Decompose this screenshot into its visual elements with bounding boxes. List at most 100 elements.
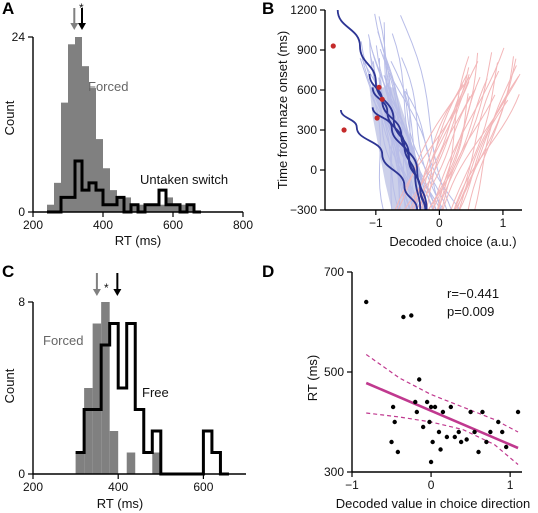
panel-a-forced-bar	[145, 204, 152, 212]
panel-a-forced-bar	[96, 139, 103, 212]
panel-a-forced-bar	[89, 88, 96, 212]
panel-d-scatter-point	[414, 409, 420, 415]
panel-b-switch-trajectory	[371, 107, 427, 210]
panel-c-y-tick-label: 8	[18, 295, 25, 309]
panel-a-forced-bar	[103, 168, 110, 212]
panel-b-pink-trajectory	[454, 75, 520, 210]
panel-b-x-tick-label: 0	[436, 216, 443, 230]
panel-b-pink-trajectory	[419, 74, 470, 210]
panel-c-significance-star: *	[104, 281, 109, 295]
panel-c-chart: 200 400 600 0 8 RT (ms) Count Forced Free *	[2, 273, 246, 511]
panel-c-free-arrow-head	[113, 289, 122, 296]
panel-d-y-tick-label: 500	[324, 365, 344, 379]
panel-b-switch-trajectory	[371, 87, 422, 210]
panel-d-scatter-point	[428, 404, 434, 410]
panel-c-outline-histogram	[75, 322, 229, 476]
panel-d-scatter-point	[480, 409, 485, 415]
panel-a-x-tick-label: 600	[163, 218, 183, 232]
panel-b-pink-trajectory	[397, 76, 470, 210]
panel-a-forced-bar	[54, 182, 61, 212]
panel-d-scatter-point	[464, 437, 469, 442]
panel-d-scatter-point	[389, 439, 394, 445]
panel-b-ylabel: Time from maze onset (ms)	[275, 31, 290, 189]
panel-c-ylabel: Count	[2, 368, 17, 403]
panel-b-pink-trajectory	[415, 88, 477, 210]
panel-a-forced-label: Forced	[88, 79, 128, 94]
panel-c-forced-bar	[152, 452, 161, 474]
panel-d-scatter-point	[432, 404, 438, 410]
panel-letter-c: C	[2, 262, 14, 281]
panel-c-xlabel: RT (ms)	[97, 496, 143, 511]
panel-b-y-tick-label: 1200	[290, 3, 317, 17]
panel-d-scatter-point	[409, 313, 414, 318]
panel-d-scatter-point	[496, 419, 501, 425]
panel-letter-d: D	[262, 262, 274, 281]
panel-d-r-annotation: r=−0.441	[447, 286, 499, 301]
panel-b-switch-marker	[341, 127, 347, 133]
panel-a-forced-bar	[173, 204, 180, 212]
panel-d-x-tick-label: 0	[428, 478, 435, 492]
panel-b-pink-trajectory	[467, 56, 514, 210]
panel-b-pink-trajectory	[459, 99, 509, 210]
panel-c-y-tick-label: 0	[18, 467, 25, 481]
panel-d-y-tick-label: 700	[324, 265, 344, 279]
panel-b-x-tick-label: −1	[369, 216, 383, 230]
panel-a-forced-bar	[138, 204, 145, 212]
panel-c-forced-bar	[126, 452, 136, 474]
panel-d-fit-line	[365, 381, 519, 450]
panel-a-xlabel: RT (ms)	[115, 233, 161, 248]
panel-d-scatter-point	[427, 419, 432, 425]
panel-b-blue-trajectory	[360, 41, 393, 210]
panel-b-y-tick-label: 300	[297, 123, 317, 137]
panel-b-switch-trajectory	[339, 109, 419, 210]
panel-b-chart: −1 0 1 −300 0 300 600 900 1200 Decoded choice (a…	[275, 3, 522, 249]
panel-a-y-tick-label: 24	[12, 30, 26, 44]
panel-d-scatter-point	[448, 404, 454, 410]
panel-c-forced-bar	[109, 431, 119, 474]
panel-b-switch-marker	[379, 96, 385, 102]
panel-d-scatter-point	[392, 419, 397, 425]
panel-letter-b: B	[262, 0, 274, 18]
panel-d-scatter-point	[436, 429, 442, 435]
panel-a-forced-bar	[152, 204, 159, 212]
panel-d-scatter-point	[424, 399, 430, 405]
panel-d-xlabel: Decoded value in choice direction	[336, 496, 530, 511]
panel-b-pink-trajectory	[409, 84, 464, 210]
panel-b-x-tick-label: 1	[500, 216, 507, 230]
panel-c-free-label: Free	[142, 385, 169, 400]
panel-a-forced-arrow-head	[70, 23, 79, 30]
panel-b-switch-marker	[374, 115, 380, 121]
panel-b-y-tick-label: 900	[297, 43, 317, 57]
panel-d-scatter-point	[364, 299, 369, 305]
panel-b-pink-trajectory	[450, 62, 499, 210]
panel-a-x-tick-label: 400	[93, 218, 113, 232]
panel-d-scatter-point	[395, 449, 401, 455]
panel-d-scatter-point	[515, 409, 521, 415]
panel-d-y-tick-label: 300	[324, 465, 344, 479]
panel-d-ylabel: RT (ms)	[305, 355, 320, 401]
panel-c-x-tick-label: 400	[108, 480, 128, 494]
panel-d-scatter-point	[452, 434, 457, 440]
panel-a-switch-arrow-head	[78, 23, 86, 30]
panel-a-forced-bar	[180, 204, 187, 212]
panel-a-switch-label: Untaken switch	[140, 172, 228, 187]
panel-b-pink-trajectory	[425, 96, 471, 210]
panel-a-forced-bar	[124, 197, 131, 212]
panel-b-pink-trajectory	[453, 70, 500, 210]
panel-b-switch-marker	[330, 43, 336, 49]
panel-b-blue-trajectory	[379, 48, 408, 210]
panel-d-scatter-point	[488, 429, 493, 435]
panel-c-forced-bar	[92, 323, 102, 474]
panel-a-chart: 200 400 600 800 0 24 RT (ms) Count Forced Unt…	[2, 1, 253, 248]
panel-d-scatter-point	[413, 399, 418, 405]
panel-c-x-tick-label: 600	[193, 480, 213, 494]
panel-d-scatter-point	[390, 404, 396, 410]
panel-d-x-tick-label: 1	[507, 478, 514, 492]
panel-d-scatter-point	[417, 377, 422, 382]
panel-b-y-tick-label: −300	[290, 203, 317, 217]
panel-b-blue-trajectory	[359, 57, 384, 210]
panel-a-ylabel: Count	[2, 100, 17, 135]
panel-b-blue-trajectory	[400, 15, 452, 210]
panel-a-forced-bar	[110, 190, 117, 212]
